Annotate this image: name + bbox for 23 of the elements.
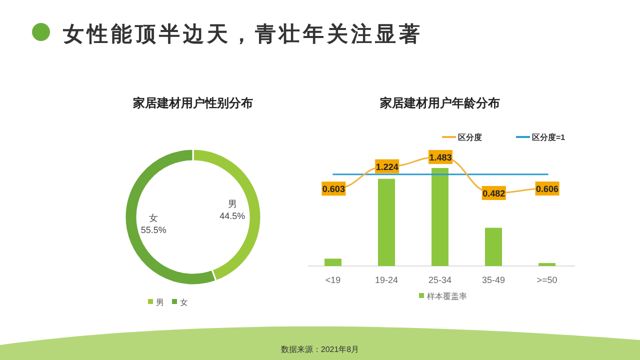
chart-title: 家居建材用户年龄分布	[379, 96, 500, 110]
bar	[432, 168, 448, 266]
data-label: 44.5%	[220, 211, 246, 222]
chart-title: 家居建材用户性别分布	[132, 96, 253, 110]
x-tick-label: 19-24	[374, 275, 398, 285]
x-tick-label: 25-34	[428, 275, 452, 285]
source-note: 数据来源：2021年8月	[280, 345, 360, 354]
text: 女性能顶半边天，青壮年关注显著	[62, 22, 423, 46]
legend-label: 区分度	[458, 132, 482, 142]
bar	[324, 258, 342, 266]
x-tick-label: >=50	[536, 275, 558, 285]
slice-label: 男	[228, 199, 237, 210]
slice-label: 女	[149, 212, 158, 223]
data-label: 55.5%	[140, 224, 166, 235]
x-tick-label: 35-49	[482, 275, 506, 285]
legend-label: 样本覆盖率	[427, 292, 467, 301]
legend-label: 区分度=1	[532, 132, 566, 142]
bar	[485, 228, 502, 266]
legend-label: 女	[180, 298, 188, 307]
legend-label: 男	[156, 298, 164, 307]
bar	[378, 178, 395, 266]
bar	[538, 263, 556, 266]
x-tick-label: <19	[325, 275, 341, 285]
